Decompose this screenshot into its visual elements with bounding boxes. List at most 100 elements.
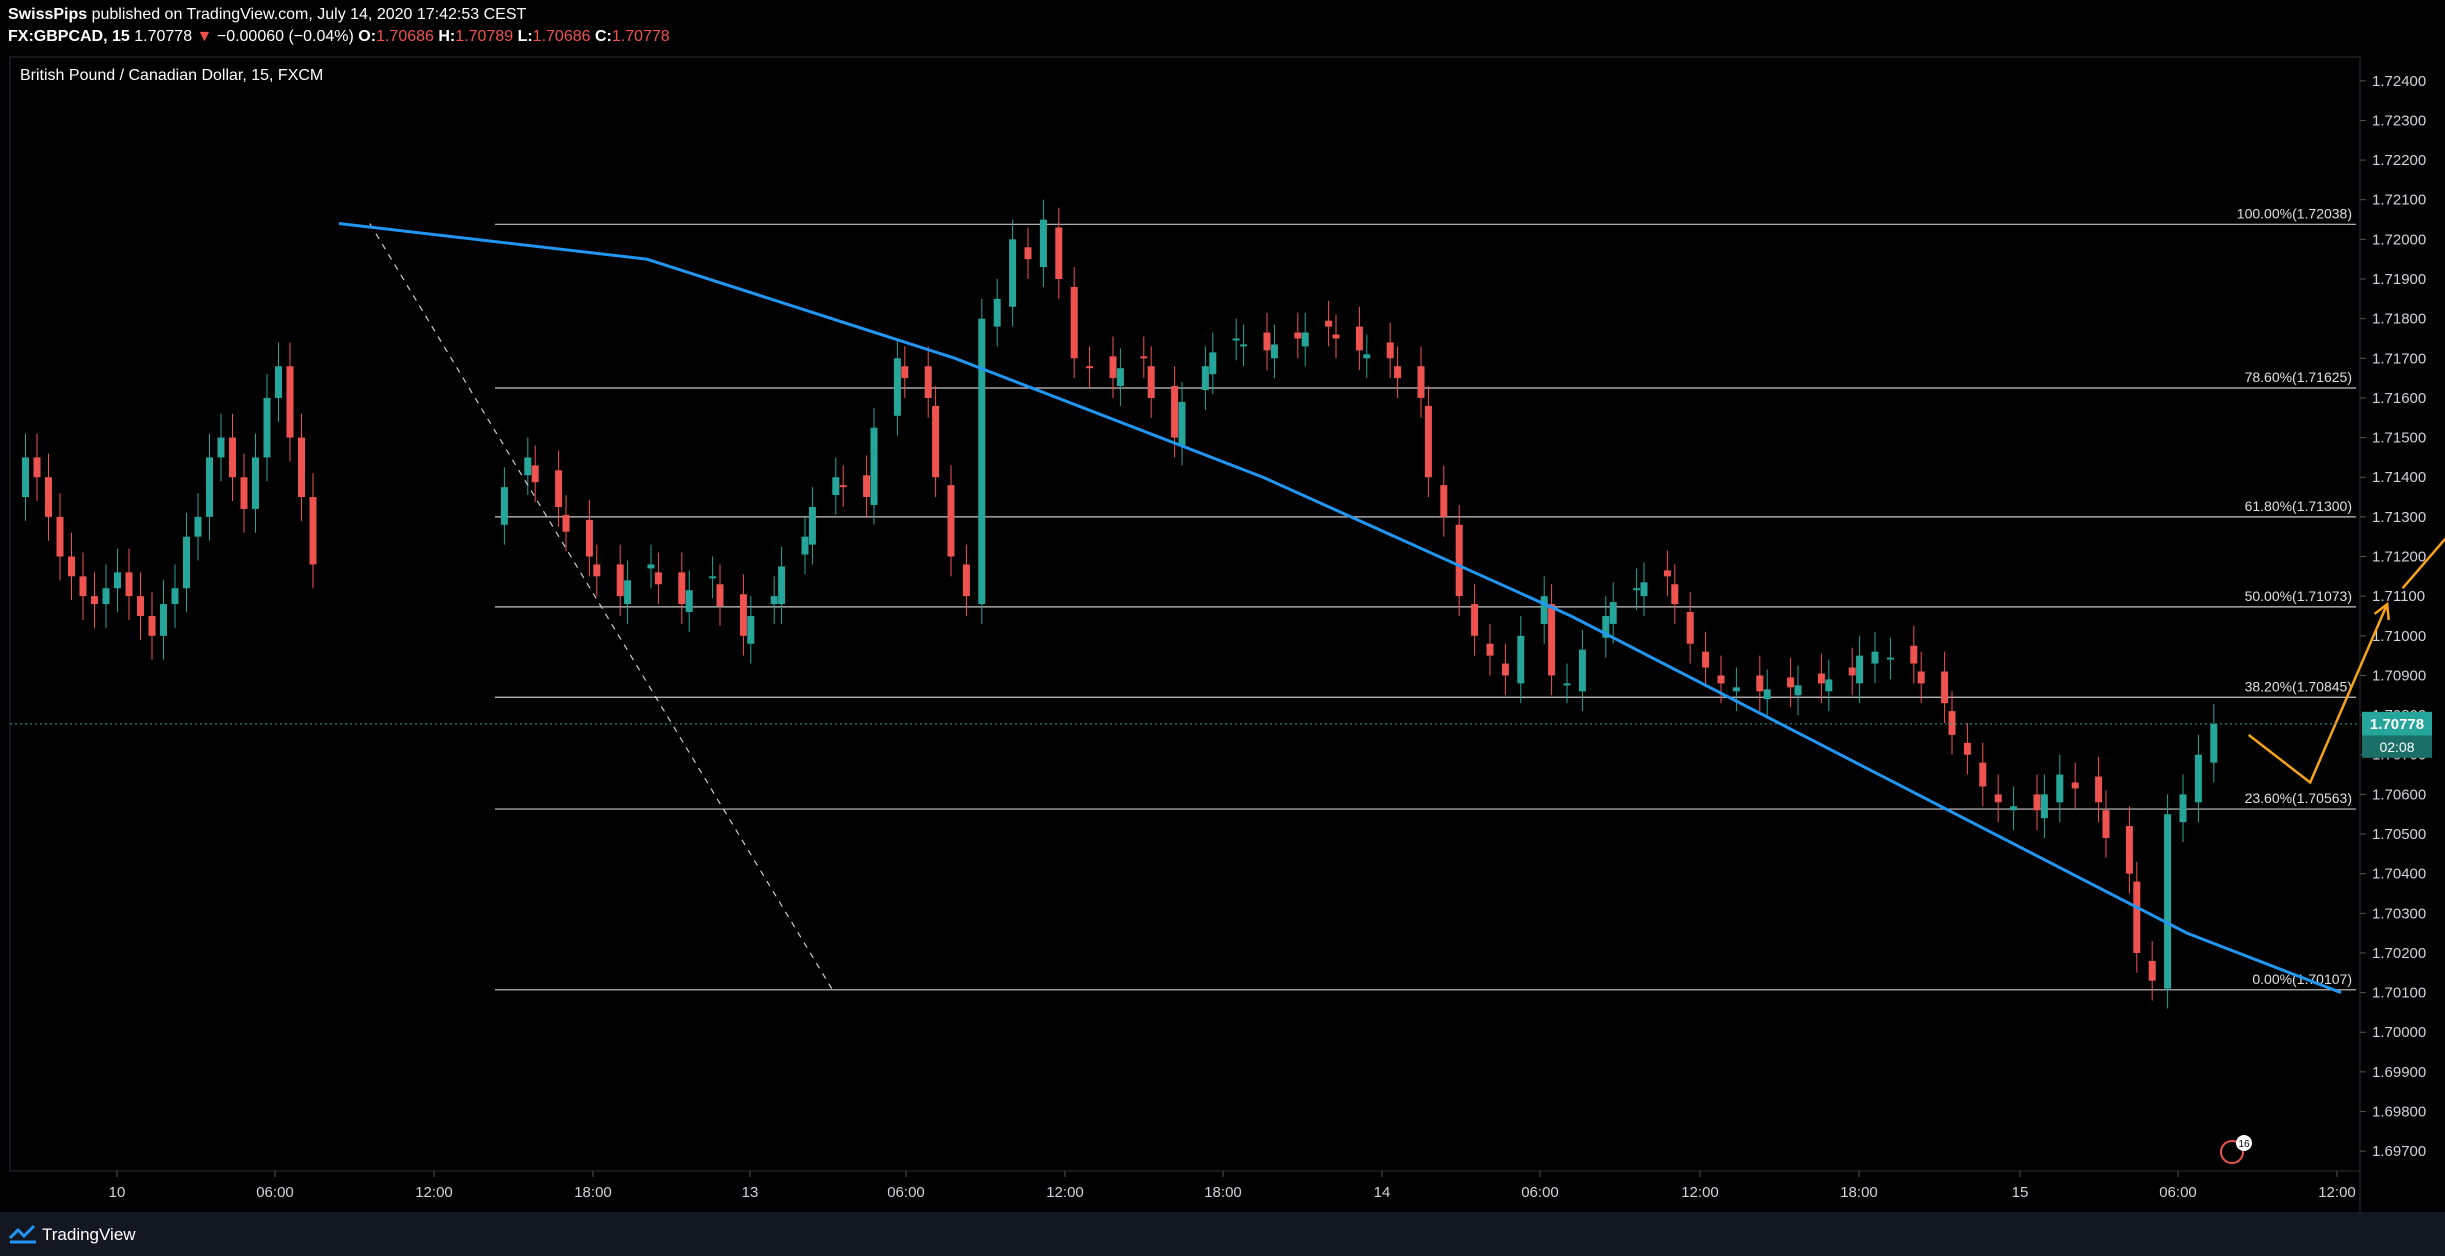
candle-body	[1232, 338, 1240, 341]
author-name[interactable]: SwissPips	[8, 6, 88, 23]
candle-body	[45, 477, 52, 517]
y-tick-label: 1.69800	[2372, 1104, 2426, 1121]
candle-body	[978, 318, 986, 605]
candle-body	[309, 497, 317, 565]
candle-body	[901, 366, 909, 379]
candle-body	[1817, 673, 1825, 684]
fib-level-label: 61.80%(1.71300)	[2245, 498, 2352, 514]
y-tick-label: 1.72300	[2372, 112, 2426, 129]
candle-body	[801, 536, 809, 555]
x-tick-label: 12:00	[1681, 1184, 1719, 1201]
candle-body	[2010, 806, 2018, 811]
y-tick-label: 1.70100	[2372, 985, 2426, 1002]
y-tick-label: 1.71900	[2372, 271, 2426, 288]
candle-body	[2095, 776, 2103, 803]
candle-body	[1540, 596, 1548, 624]
candle-body	[206, 457, 213, 517]
candle-body	[240, 477, 248, 509]
candle-body	[102, 588, 110, 605]
y-tick-label: 1.71600	[2372, 390, 2426, 407]
candle-body	[678, 572, 686, 605]
candle-body	[1917, 671, 1925, 684]
chart-title: British Pound / Canadian Dollar, 15, FXC…	[20, 67, 324, 84]
publish-info: SwissPips published on TradingView.com, …	[8, 6, 526, 24]
candle-body	[2133, 881, 2141, 953]
candle-body	[1979, 762, 1987, 787]
x-tick-label: 18:00	[1840, 1184, 1878, 1201]
candle-body	[654, 572, 662, 585]
low-label: L:	[517, 28, 533, 45]
candle-body	[739, 594, 747, 636]
candle-body	[1039, 219, 1047, 268]
x-tick-label: 18:00	[574, 1184, 612, 1201]
candle-body	[263, 397, 271, 458]
projection-arrow	[2401, 537, 2445, 590]
footer-brand[interactable]: TradingView	[42, 1225, 136, 1244]
candle-body	[893, 358, 901, 416]
x-tick-label: 12:00	[415, 1184, 453, 1201]
candle-body	[1171, 386, 1179, 438]
candle-body	[2071, 782, 2079, 789]
candle-body	[1055, 227, 1063, 280]
candle-body	[1201, 366, 1209, 391]
candle-body	[863, 475, 871, 498]
candle-body	[2164, 814, 2172, 989]
open-label: O:	[358, 28, 377, 45]
candle-body	[1848, 667, 1856, 676]
candle-body	[217, 437, 225, 458]
last-price: 1.70778	[134, 28, 193, 45]
fib-level-label: 50.00%(1.71073)	[2245, 588, 2352, 604]
y-tick-label: 1.70500	[2372, 826, 2426, 843]
candle-body	[194, 516, 202, 537]
candle-body	[1116, 368, 1124, 387]
y-tick-label: 1.71500	[2372, 430, 2426, 447]
price-chart[interactable]: 1.72400 1.72300 1.72200 1.72100 1.72000 1.719…	[0, 0, 2445, 1212]
fib-level-label: 38.20%(1.70845)	[2245, 678, 2352, 694]
countdown-tag	[2362, 735, 2432, 758]
candle-body	[593, 564, 601, 577]
candle-body	[286, 366, 294, 438]
candle-body	[2148, 960, 2156, 981]
candle-body	[56, 516, 64, 557]
candle-body	[2210, 723, 2218, 763]
candle-body	[1825, 679, 1833, 692]
y-tick-label: 1.70900	[2372, 667, 2426, 684]
candle-body	[1240, 344, 1248, 347]
candle-body	[1756, 675, 1764, 692]
fib-level-label: 78.60%(1.71625)	[2245, 369, 2352, 385]
candle-body	[1563, 683, 1571, 686]
x-tick-label: 10	[109, 1184, 126, 1201]
x-tick-label: 14	[1374, 1184, 1391, 1201]
candle-body	[1009, 239, 1017, 307]
candle-body	[1548, 604, 1556, 676]
tradingview-logo-icon[interactable]	[8, 1224, 38, 1244]
candle-body	[22, 457, 29, 498]
alert-badge-count-bg	[2236, 1135, 2252, 1151]
projection-arrow	[2247, 603, 2389, 785]
candle-body	[932, 405, 940, 478]
candle-body	[1602, 615, 1610, 638]
x-tick-label: 12:00	[2318, 1184, 2356, 1201]
candle-body	[993, 298, 1001, 327]
candle-body	[1794, 685, 1802, 696]
candle-body	[1517, 635, 1525, 684]
candle-body	[137, 596, 144, 616]
x-tick-label: 06:00	[256, 1184, 294, 1201]
candle-body	[1963, 742, 1971, 755]
candle-body	[1363, 354, 1371, 359]
fib-drag-line	[369, 223, 833, 989]
y-tick-label: 1.71300	[2372, 509, 2426, 526]
y-tick-label: 1.70300	[2372, 905, 2426, 922]
candle-body	[229, 437, 236, 478]
candle-body	[1294, 332, 1302, 339]
price-change: −0.00060 (−0.04%)	[216, 28, 354, 45]
open-value: 1.70686	[376, 28, 434, 45]
trend-curve	[338, 222, 2342, 995]
candle-body	[1424, 405, 1432, 478]
current-price-tag	[2362, 711, 2432, 736]
high-label: H:	[438, 28, 456, 45]
candle-body	[839, 485, 847, 488]
candle-body	[770, 596, 778, 605]
candle-body	[1301, 332, 1309, 347]
y-tick-label: 1.71700	[2372, 350, 2426, 367]
